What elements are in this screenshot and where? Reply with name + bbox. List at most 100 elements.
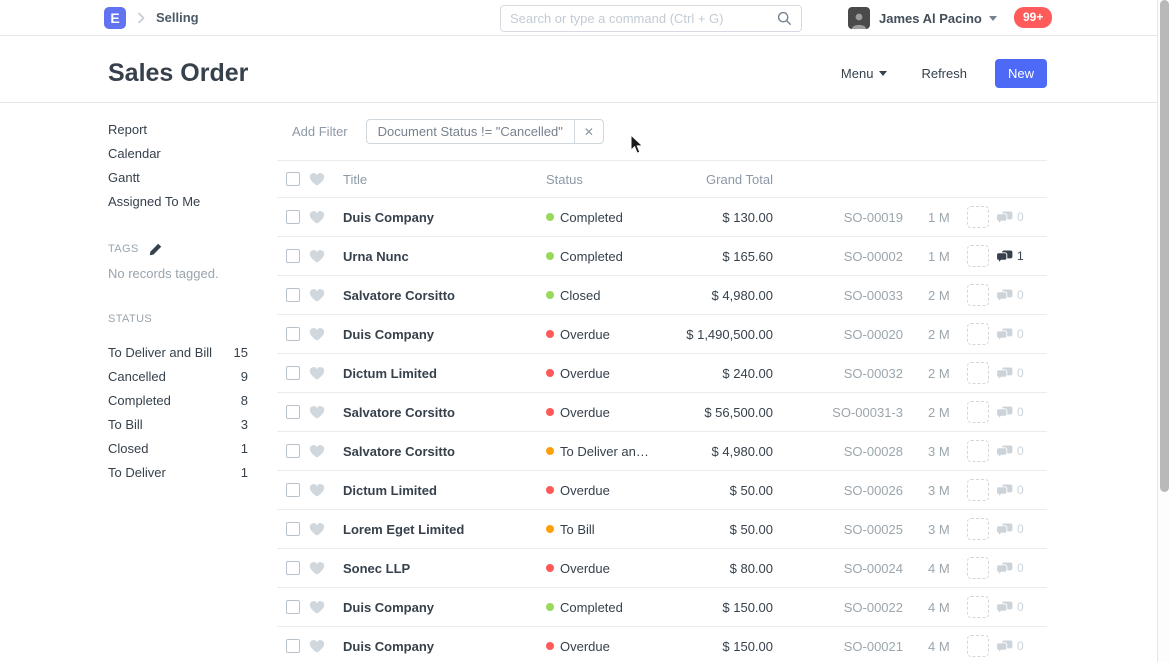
active-filter-chip[interactable]: Document Status != "Cancelled" ✕ <box>365 119 604 144</box>
sidebar-link[interactable]: Report <box>108 122 148 137</box>
scrollbar-thumb[interactable] <box>1160 0 1169 492</box>
row-checkbox[interactable] <box>286 639 300 653</box>
row-title-link[interactable]: Salvatore Corsitto <box>343 287 455 303</box>
heart-icon[interactable] <box>309 561 325 575</box>
list-rows: Duis Company Completed $ 130.00 SO-00019… <box>277 198 1047 662</box>
row-checkbox[interactable] <box>286 405 300 419</box>
new-button[interactable]: New <box>994 58 1047 88</box>
column-header-status[interactable]: Status <box>546 171 583 187</box>
status-filter-item[interactable]: Completed 8 <box>108 389 248 413</box>
comment-count: 0 <box>1017 522 1024 536</box>
row-checkbox[interactable] <box>286 522 300 536</box>
heart-icon[interactable] <box>309 600 325 614</box>
status-filter-item[interactable]: To Bill 3 <box>108 413 248 437</box>
table-row[interactable]: Duis Company Completed $ 130.00 SO-00019… <box>277 198 1047 237</box>
row-checkbox[interactable] <box>286 444 300 458</box>
heart-icon[interactable] <box>309 483 325 497</box>
tags-heading-row: TAGS <box>108 241 248 257</box>
table-row[interactable]: Salvatore Corsitto To Deliver an… $ 4,98… <box>277 432 1047 471</box>
sidebar-link[interactable]: Gantt <box>108 170 140 185</box>
row-title-link[interactable]: Dictum Limited <box>343 482 437 498</box>
user-menu[interactable]: James Al Pacino <box>848 7 997 29</box>
heart-icon[interactable] <box>309 444 325 458</box>
row-title-link[interactable]: Duis Company <box>343 599 435 615</box>
list-sidebar: Report Calendar Gantt Assigned To Me TAG… <box>108 118 248 485</box>
status-dot <box>546 603 554 611</box>
assignee-placeholder <box>967 440 989 462</box>
heart-icon[interactable] <box>309 288 325 302</box>
table-row[interactable]: Sonec LLP Overdue $ 80.00 SO-00024 4 M 0 <box>277 549 1047 588</box>
status-filter-item[interactable]: Cancelled 9 <box>108 365 248 389</box>
row-modified-age: 1 M <box>928 209 950 225</box>
row-title-link[interactable]: Duis Company <box>343 326 435 342</box>
breadcrumb[interactable]: Selling <box>156 10 199 25</box>
row-title-link[interactable]: Urna Nunc <box>343 248 409 264</box>
sidebar-link[interactable]: Assigned To Me <box>108 194 201 209</box>
heart-icon[interactable] <box>309 249 325 263</box>
refresh-button[interactable]: Refresh <box>921 65 967 81</box>
heart-icon[interactable] <box>309 210 325 224</box>
row-title-link[interactable]: Sonec LLP <box>343 560 411 576</box>
row-title-link[interactable]: Duis Company <box>343 638 435 654</box>
table-row[interactable]: Lorem Eget Limited To Bill $ 50.00 SO-00… <box>277 510 1047 549</box>
row-checkbox[interactable] <box>286 249 300 263</box>
table-row[interactable]: Dictum Limited Overdue $ 240.00 SO-00032… <box>277 354 1047 393</box>
navbar: E Selling James Al Pacino 99+ <box>0 0 1170 36</box>
row-status: Closed <box>546 288 666 303</box>
column-header-grand-total[interactable]: Grand Total <box>706 171 773 187</box>
row-status: Overdue <box>546 483 666 498</box>
table-row[interactable]: Duis Company Completed $ 150.00 SO-00022… <box>277 588 1047 627</box>
row-title-link[interactable]: Dictum Limited <box>343 365 437 381</box>
notification-badge[interactable]: 99+ <box>1014 7 1053 28</box>
status-filter-label: To Deliver <box>108 465 166 480</box>
row-checkbox[interactable] <box>286 327 300 341</box>
row-modified-age: 2 M <box>928 326 950 342</box>
search-input[interactable] <box>510 11 777 26</box>
menu-button[interactable]: Menu <box>841 66 888 81</box>
row-checkbox[interactable] <box>286 288 300 302</box>
table-row[interactable]: Duis Company Overdue $ 150.00 SO-00021 4… <box>277 627 1047 662</box>
status-label: Overdue <box>560 404 610 420</box>
status-filter-item[interactable]: Closed 1 <box>108 437 248 461</box>
row-title-link[interactable]: Salvatore Corsitto <box>343 443 455 459</box>
assignee-placeholder <box>967 284 989 306</box>
row-checkbox[interactable] <box>286 210 300 224</box>
row-title-link[interactable]: Lorem Eget Limited <box>343 521 465 537</box>
row-document-id: SO-00026 <box>843 482 903 498</box>
row-title-link[interactable]: Duis Company <box>343 209 435 225</box>
status-label: Completed <box>560 599 623 615</box>
heart-icon[interactable] <box>309 639 325 653</box>
no-tags-text: No records tagged. <box>108 266 219 281</box>
row-checkbox[interactable] <box>286 366 300 380</box>
row-comments: 1 <box>996 249 1024 263</box>
row-title-link[interactable]: Salvatore Corsitto <box>343 404 455 420</box>
heart-icon[interactable] <box>309 366 325 380</box>
table-row[interactable]: Urna Nunc Completed $ 165.60 SO-00002 1 … <box>277 237 1047 276</box>
app-logo[interactable]: E <box>104 6 126 29</box>
filter-chip-label[interactable]: Document Status != "Cancelled" <box>377 124 563 139</box>
status-filter-item[interactable]: To Deliver 1 <box>108 461 248 485</box>
select-all-checkbox[interactable] <box>286 172 300 186</box>
remove-filter-icon[interactable]: ✕ <box>573 120 603 143</box>
add-filter-button[interactable]: Add Filter <box>292 124 348 139</box>
row-document-id: SO-00019 <box>843 209 903 225</box>
assignee-placeholder <box>967 557 989 579</box>
row-checkbox[interactable] <box>286 483 300 497</box>
sidebar-link[interactable]: Calendar <box>108 146 161 161</box>
table-row[interactable]: Dictum Limited Overdue $ 50.00 SO-00026 … <box>277 471 1047 510</box>
status-filter-count: 8 <box>240 393 248 408</box>
table-row[interactable]: Salvatore Corsitto Overdue $ 56,500.00 S… <box>277 393 1047 432</box>
heart-icon[interactable] <box>309 327 325 341</box>
row-checkbox[interactable] <box>286 561 300 575</box>
user-avatar <box>848 7 870 29</box>
liked-filter-heart-icon[interactable] <box>309 172 325 186</box>
status-filter-count: 9 <box>240 369 248 384</box>
heart-icon[interactable] <box>309 522 325 536</box>
table-row[interactable]: Salvatore Corsitto Closed $ 4,980.00 SO-… <box>277 276 1047 315</box>
edit-tags-pencil-icon[interactable] <box>149 243 162 256</box>
row-checkbox[interactable] <box>286 600 300 614</box>
column-header-title[interactable]: Title <box>343 171 368 187</box>
table-row[interactable]: Duis Company Overdue $ 1,490,500.00 SO-0… <box>277 315 1047 354</box>
heart-icon[interactable] <box>309 405 325 419</box>
status-filter-item[interactable]: To Deliver and Bill 15 <box>108 341 248 365</box>
